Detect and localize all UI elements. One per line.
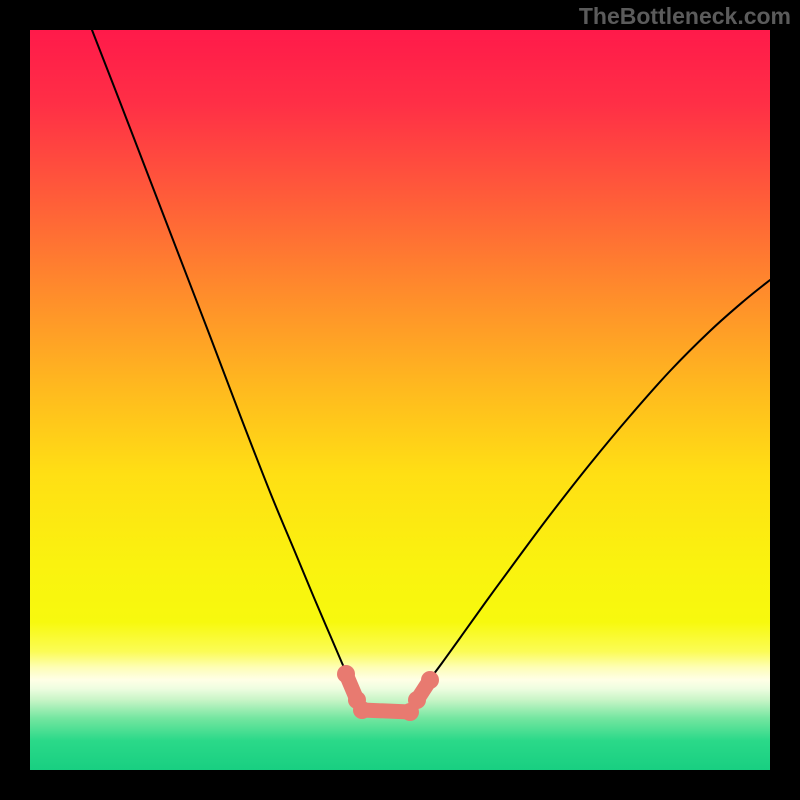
curve-left <box>92 30 350 681</box>
curve-right <box>430 280 770 679</box>
marker-cap <box>353 701 371 719</box>
marker-cap <box>408 691 426 709</box>
marker-cap <box>421 671 439 689</box>
watermark-text: TheBottleneck.com <box>579 3 791 30</box>
plot-area <box>30 30 770 770</box>
marker-cap <box>337 665 355 683</box>
curve-layer <box>30 30 770 770</box>
